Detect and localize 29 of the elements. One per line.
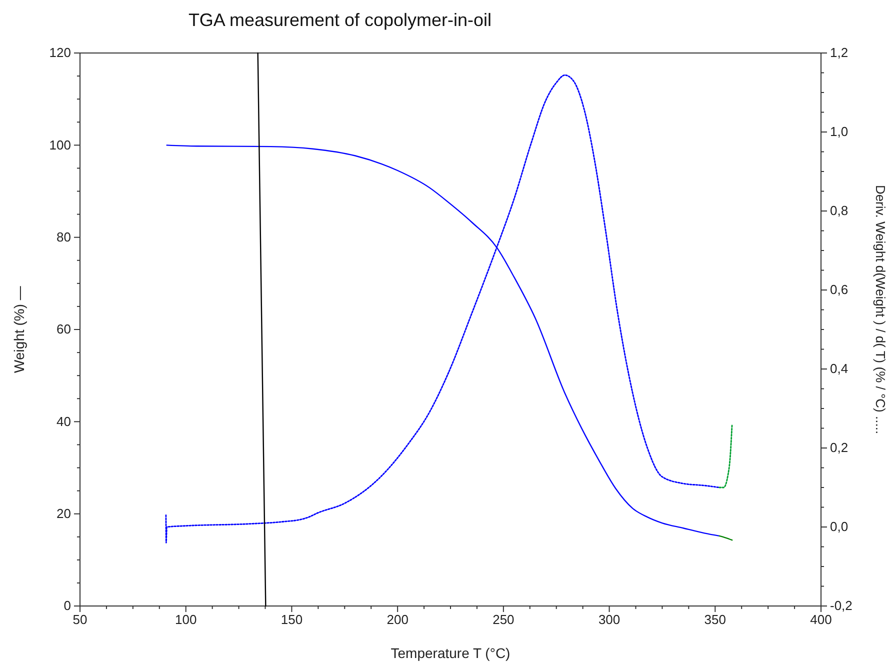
chart-title: TGA measurement of copolymer-in-oil [188, 10, 492, 30]
y2-tick-label: 0,0 [830, 519, 848, 534]
y-tick-label: 40 [56, 414, 71, 429]
y2-tick-label: -0,2 [830, 598, 852, 614]
y2-tick-label: 0,6 [830, 282, 848, 298]
y-tick-label: 60 [56, 322, 71, 337]
y2-axis-title: Deriv. Weight d(Weight ) / d( T) (% / °C) ..... [873, 184, 887, 434]
x-tick-label: 250 [492, 612, 514, 628]
x-tick-label: 50 [72, 612, 88, 628]
y2-tick-label: 1,2 [830, 45, 848, 60]
y-tick-label: 80 [56, 229, 71, 244]
line-series [718, 424, 733, 488]
y2-tick-label: 0,8 [830, 203, 848, 218]
x-tick-label: 400 [810, 612, 832, 628]
y-tick-label: 0 [64, 598, 71, 614]
x-tick-label: 200 [386, 612, 408, 628]
line-series [165, 74, 720, 544]
y-axis-title: Weight (%) — [11, 286, 27, 373]
x-tick-label: 150 [280, 612, 303, 628]
y2-tick-label: 0,2 [830, 440, 848, 456]
x-tick-label: 350 [704, 612, 726, 628]
y2-tick-label: 1,0 [830, 124, 848, 140]
x-tick-label: 300 [598, 612, 620, 628]
y-tick-label: 100 [49, 137, 71, 152]
y2-tick-label: 0,4 [830, 361, 848, 376]
x-axis-title: Temperature T (°C) [390, 645, 510, 661]
y-tick-label: 120 [49, 45, 71, 60]
y-tick-label: 20 [56, 506, 71, 521]
x-tick-label: 100 [175, 612, 197, 628]
